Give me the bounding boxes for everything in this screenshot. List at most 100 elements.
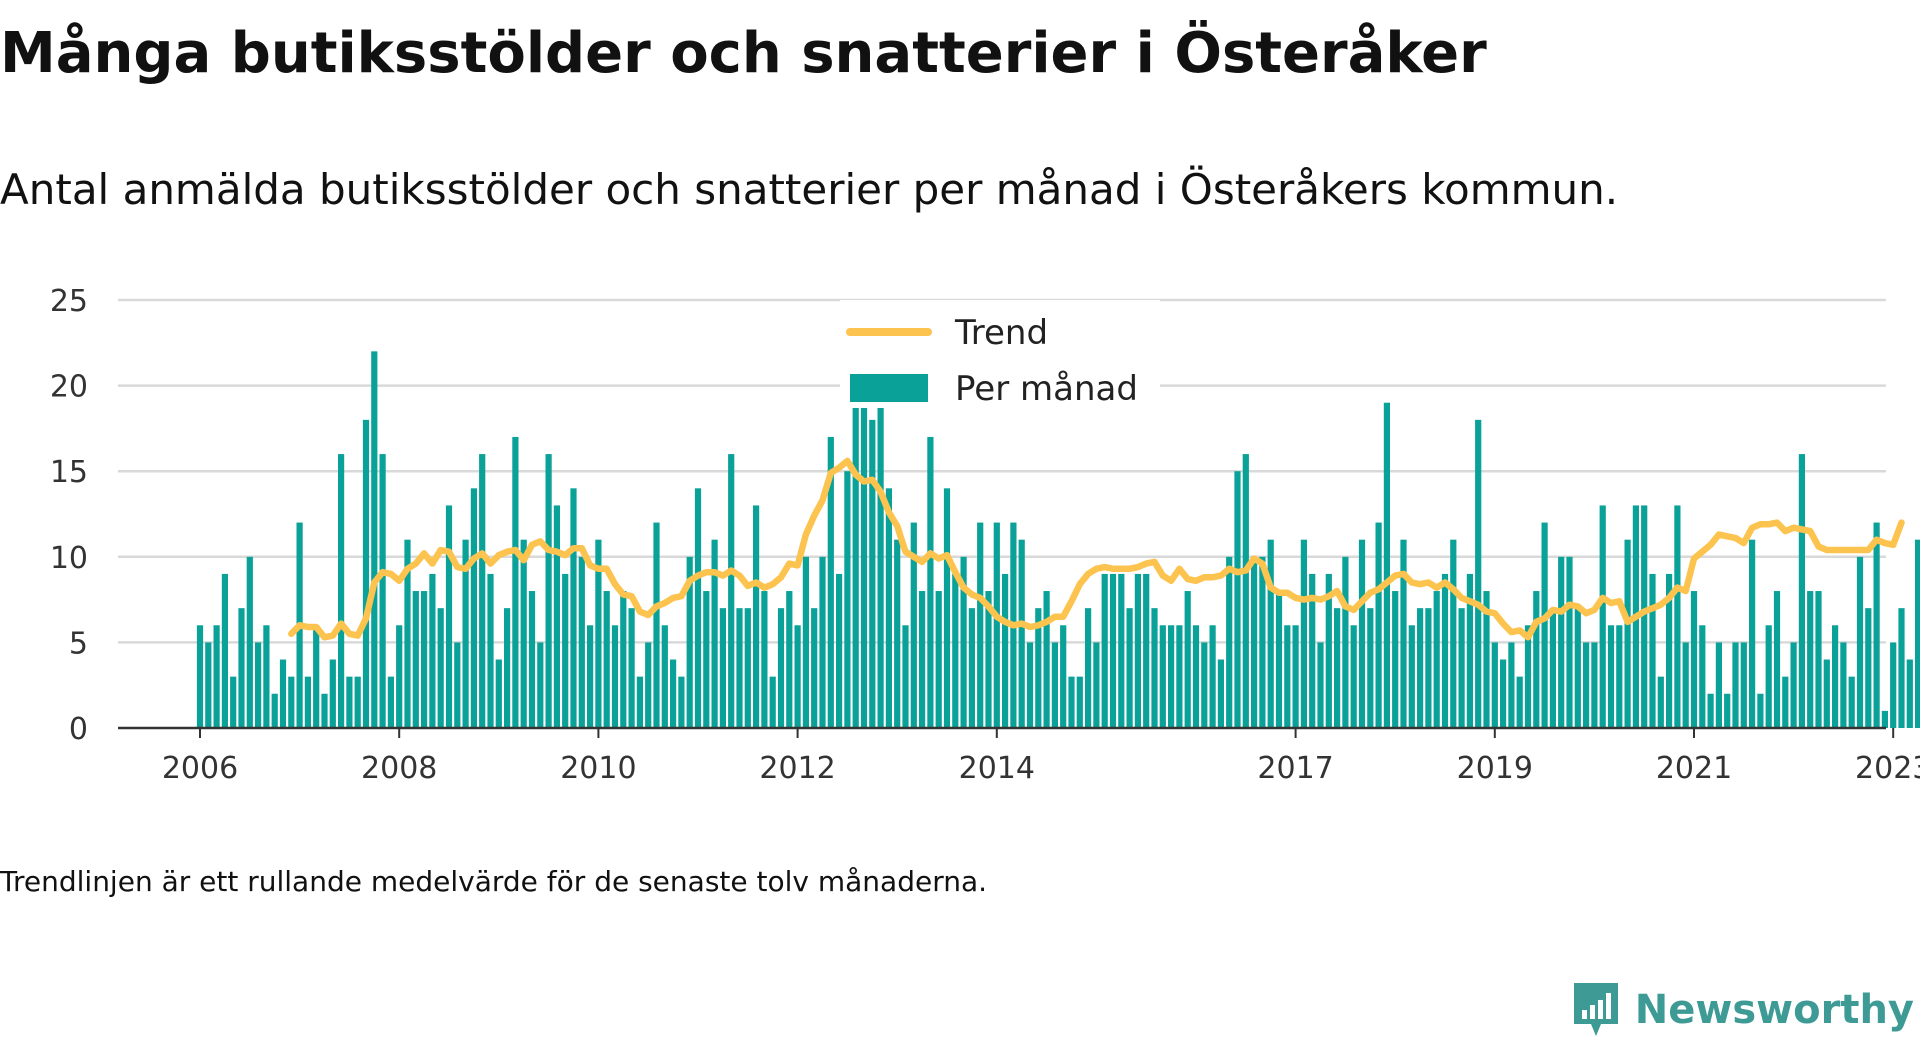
y-tick-label: 25	[50, 284, 88, 319]
bar	[827, 436, 834, 728]
axes: 0 5 10 15 20 25 2006 2008 2010 2012 2014 2017 2019 20…	[50, 284, 1920, 786]
bar	[902, 625, 909, 728]
bar	[1425, 608, 1432, 728]
bar	[1018, 539, 1025, 728]
bar	[910, 522, 917, 728]
bar	[1881, 710, 1888, 728]
bar	[587, 625, 594, 728]
bar	[1234, 471, 1241, 728]
trend-line	[288, 457, 1905, 641]
x-tick-label: 2021	[1656, 751, 1732, 786]
bar	[421, 591, 428, 728]
bar	[1616, 625, 1623, 728]
bar	[354, 676, 361, 728]
bar	[811, 608, 818, 728]
bar	[1790, 642, 1797, 728]
legend-trend-label: Trend	[954, 313, 1048, 353]
bar	[1699, 625, 1706, 728]
bar	[1807, 591, 1814, 728]
bar	[1890, 642, 1897, 728]
bar	[362, 419, 370, 728]
bar	[678, 676, 685, 728]
x-tick-label: 2019	[1457, 751, 1533, 786]
bar	[1417, 608, 1424, 728]
bar	[263, 625, 270, 728]
bar	[454, 642, 461, 728]
bar	[1168, 625, 1175, 728]
bar	[520, 539, 527, 728]
bar	[404, 539, 411, 728]
bar	[1118, 573, 1125, 728]
bar	[736, 608, 743, 728]
x-tick-label: 2017	[1257, 751, 1333, 786]
bar	[1500, 659, 1507, 728]
bar	[238, 608, 245, 728]
bar	[1749, 539, 1756, 728]
bar	[1591, 642, 1598, 728]
x-tick-label: 2010	[560, 751, 636, 786]
bar	[1856, 556, 1864, 728]
bar	[894, 539, 901, 728]
bar	[246, 556, 253, 728]
bar	[719, 608, 726, 728]
bar	[919, 591, 926, 728]
bar	[1176, 625, 1183, 728]
bar	[1541, 522, 1548, 728]
bar	[836, 573, 843, 728]
bar	[1865, 608, 1872, 728]
bar	[852, 402, 859, 728]
x-tick-label: 2023	[1855, 751, 1920, 786]
bar	[537, 642, 544, 728]
bar	[1740, 642, 1747, 728]
bar	[744, 608, 751, 728]
bar	[1251, 556, 1258, 728]
bar	[653, 522, 660, 728]
bar	[711, 539, 718, 728]
bar	[1342, 556, 1349, 728]
bar	[670, 659, 677, 728]
bar	[753, 505, 760, 728]
bar	[1641, 505, 1648, 728]
bar	[1583, 642, 1590, 728]
bar	[1143, 573, 1150, 728]
bar	[595, 539, 602, 728]
bar	[1798, 454, 1805, 728]
bar	[786, 591, 793, 728]
brand[interactable]: Newsworthy	[1571, 980, 1914, 1040]
bar	[1134, 573, 1141, 728]
y-tick-label: 10	[50, 541, 88, 576]
bar	[985, 591, 992, 728]
bar	[495, 659, 502, 728]
bar	[885, 488, 892, 728]
bar	[1093, 642, 1100, 728]
bar	[645, 642, 652, 728]
bar	[545, 454, 552, 728]
bar	[1275, 591, 1283, 728]
chart-title: Många butiksstölder och snatterier i Öst…	[0, 21, 1487, 86]
bar	[1674, 505, 1681, 728]
bar	[1051, 642, 1058, 728]
bar	[1126, 608, 1133, 728]
x-tick-label: 2006	[162, 751, 238, 786]
bar	[993, 522, 1000, 728]
bar	[279, 659, 287, 728]
bar	[205, 642, 212, 728]
bar	[819, 556, 826, 728]
bar	[396, 625, 403, 728]
bar	[1358, 539, 1366, 728]
bar	[728, 454, 735, 728]
bar	[1450, 539, 1457, 728]
bar	[288, 676, 295, 728]
brand-name: Newsworthy	[1634, 987, 1914, 1033]
bar	[1466, 573, 1473, 728]
bar	[1060, 625, 1067, 728]
bar	[794, 625, 801, 728]
bar	[562, 573, 569, 728]
bar	[1068, 676, 1075, 728]
bar	[1732, 642, 1739, 728]
bar	[603, 591, 610, 728]
bar	[553, 505, 560, 728]
bar	[694, 488, 702, 728]
bar	[1657, 676, 1664, 728]
bar	[1574, 608, 1581, 728]
